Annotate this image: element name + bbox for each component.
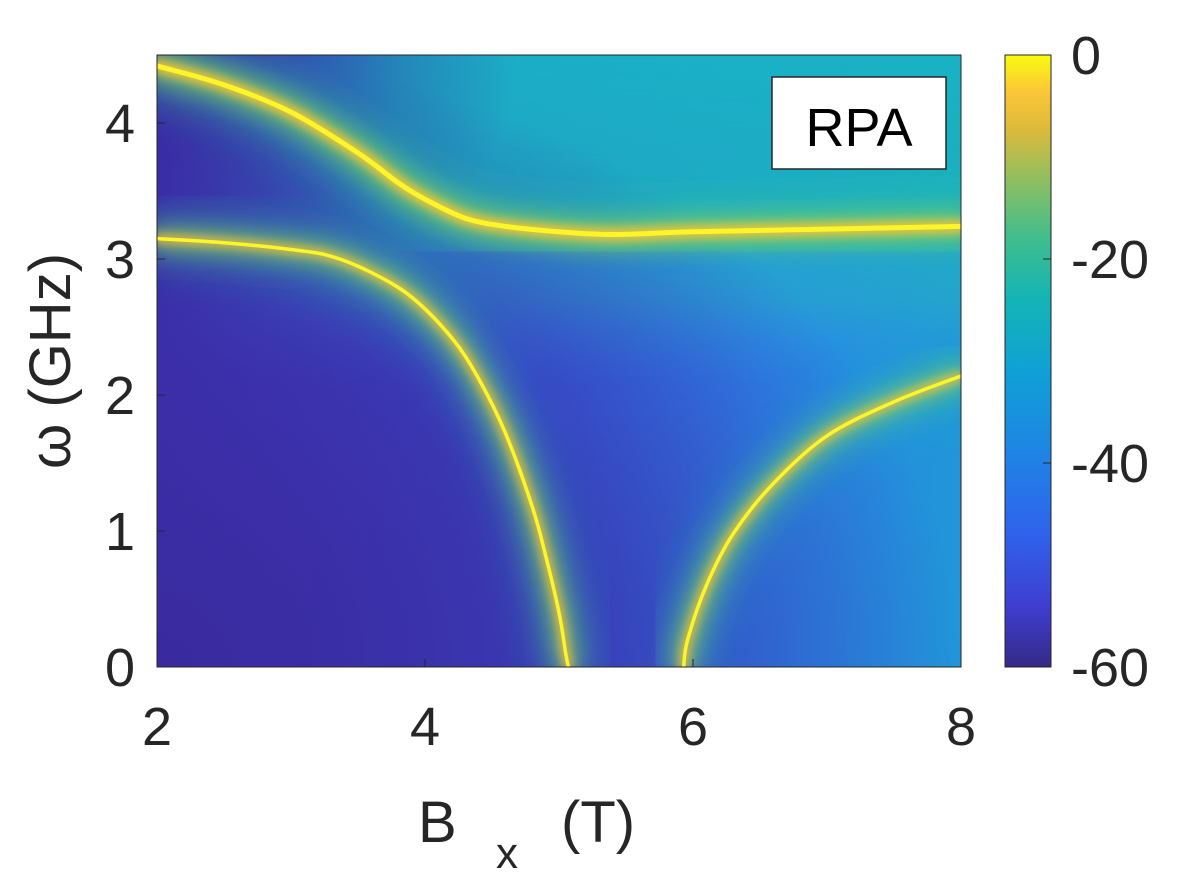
x-axis-title-subscript: x <box>496 829 518 878</box>
y-axis-title: ω (GHz) <box>18 253 83 469</box>
mode-lower-right-branch <box>663 356 961 667</box>
mode-upper-branch <box>157 55 961 265</box>
x-axis-title-unit: (T) <box>561 790 635 855</box>
colorbar-tick-label: -40 <box>1071 434 1149 494</box>
x-tick-label: 4 <box>410 697 440 757</box>
y-tick-label: 2 <box>105 366 135 426</box>
y-tick-label: 3 <box>105 230 135 290</box>
mode-layers <box>157 55 961 667</box>
x-axis-title: B x (T) <box>418 790 635 878</box>
legend-label: RPA <box>805 98 912 158</box>
y-tick-label: 1 <box>105 502 135 562</box>
colorbar-tick-label: 0 <box>1071 26 1101 86</box>
x-tick-label: 6 <box>678 697 708 757</box>
colorbar-tick-label: -20 <box>1071 230 1149 290</box>
y-tick-label: 0 <box>105 638 135 698</box>
x-tick-label: 8 <box>946 697 976 757</box>
y-axis: 0 1 2 3 4 <box>105 94 165 698</box>
mode-lower-left-branch <box>157 218 589 667</box>
x-axis: 2 4 6 8 <box>142 659 976 757</box>
plot-frame <box>156 54 962 668</box>
y-tick-label: 4 <box>105 94 135 154</box>
colorbar: 0 -20 -40 -60 <box>1004 26 1149 698</box>
colorbar-tick-label: -60 <box>1071 638 1149 698</box>
x-axis-title-main: B <box>418 790 457 855</box>
x-tick-label: 2 <box>142 697 172 757</box>
legend-box: RPA <box>771 76 947 170</box>
colorbar-gradient <box>1004 54 1052 668</box>
plot-area: 2 4 6 8 0 1 2 3 4 RPA <box>105 54 976 757</box>
